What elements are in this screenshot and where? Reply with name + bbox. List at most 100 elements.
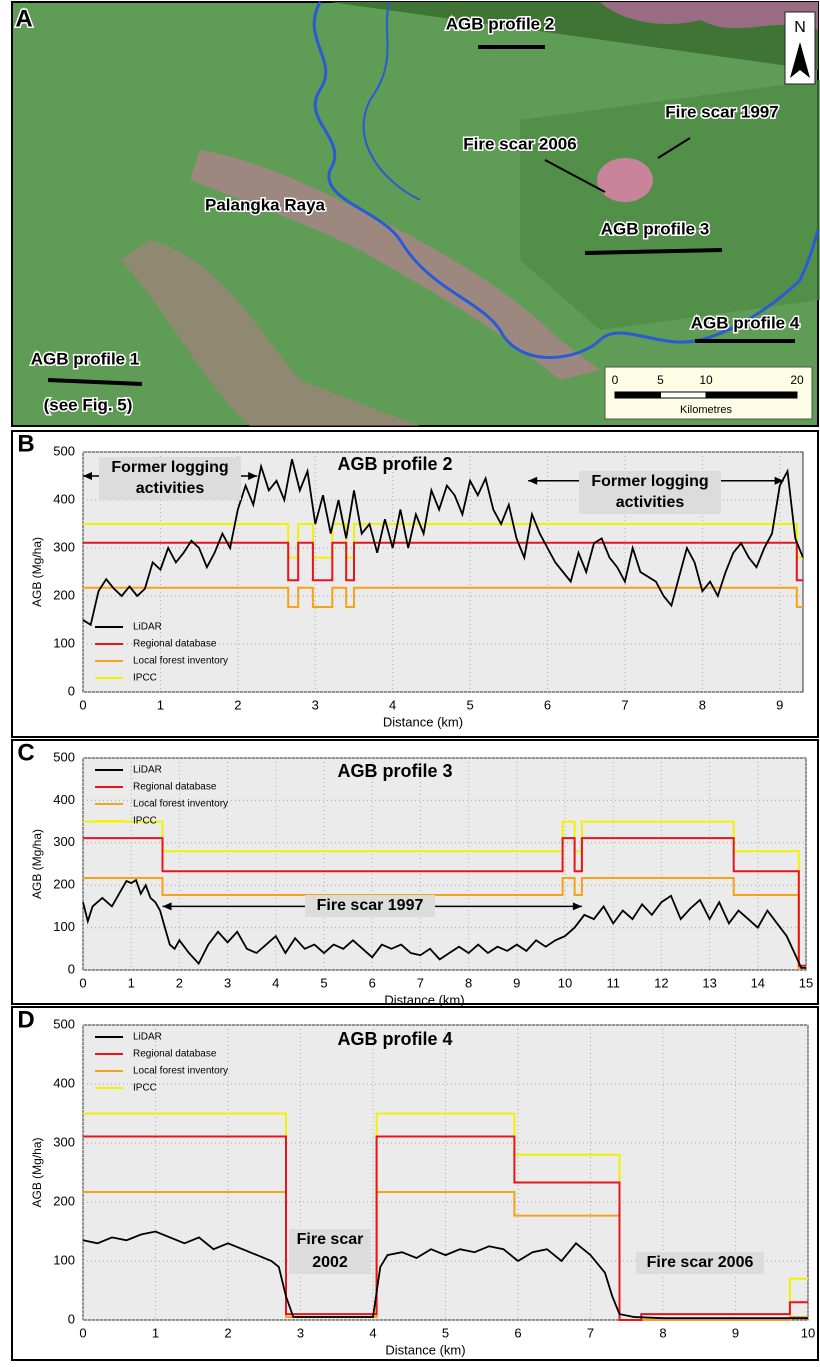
x-axis-label: Distance (km) bbox=[384, 992, 464, 1007]
x-tick-label: 1 bbox=[128, 975, 135, 990]
y-tick-label: 300 bbox=[53, 539, 75, 554]
annotation: Fire scar bbox=[297, 1231, 364, 1248]
map-label: Fire scar 1997 bbox=[665, 102, 778, 121]
x-tick-label: 4 bbox=[272, 975, 279, 990]
x-tick-label: 4 bbox=[369, 1325, 376, 1340]
x-tick-label: 6 bbox=[514, 1325, 521, 1340]
y-tick-label: 0 bbox=[68, 1311, 75, 1326]
legend-label: IPCC bbox=[133, 816, 157, 827]
x-tick-label: 6 bbox=[544, 697, 551, 712]
y-tick-label: 400 bbox=[53, 1075, 75, 1090]
x-tick-label: 7 bbox=[587, 1325, 594, 1340]
x-tick-label: 7 bbox=[621, 697, 628, 712]
scale-tick-label: 10 bbox=[699, 373, 713, 387]
legend-label: LiDAR bbox=[133, 622, 162, 633]
scale-segment bbox=[661, 392, 707, 398]
x-tick-label: 5 bbox=[320, 975, 327, 990]
x-axis-label: Distance (km) bbox=[383, 714, 463, 729]
y-axis-label: AGB (Mg/ha) bbox=[30, 537, 44, 607]
map-label: Fire scar 2006 bbox=[463, 134, 576, 153]
x-tick-label: 15 bbox=[799, 975, 813, 990]
annotation: Former logging bbox=[111, 459, 228, 476]
annotation: 2002 bbox=[312, 1254, 348, 1271]
x-tick-label: 8 bbox=[659, 1325, 666, 1340]
legend-label: IPCC bbox=[133, 673, 157, 684]
x-tick-label: 0 bbox=[79, 975, 86, 990]
y-tick-label: 0 bbox=[68, 683, 75, 698]
y-tick-label: 500 bbox=[53, 1016, 75, 1031]
x-tick-label: 12 bbox=[654, 975, 668, 990]
legend-label: IPCC bbox=[133, 1083, 157, 1094]
panel-label: D bbox=[17, 1006, 34, 1033]
annotation: Fire scar 2006 bbox=[647, 1254, 754, 1271]
panel-label: A bbox=[15, 5, 32, 32]
x-tick-label: 0 bbox=[79, 697, 86, 712]
x-tick-label: 8 bbox=[699, 697, 706, 712]
x-tick-label: 10 bbox=[558, 975, 572, 990]
y-tick-label: 100 bbox=[53, 919, 75, 934]
page: {"map":{"panel_label":"A","north":"N","l… bbox=[0, 0, 820, 1362]
scale-unit: Kilometres bbox=[680, 404, 732, 416]
x-tick-label: 7 bbox=[417, 975, 424, 990]
y-tick-label: 400 bbox=[53, 792, 75, 807]
annotation: Fire scar 1997 bbox=[317, 897, 424, 914]
map-fire-scar bbox=[597, 158, 653, 202]
x-tick-label: 10 bbox=[801, 1325, 815, 1340]
legend-label: Local forest inventory bbox=[133, 799, 228, 810]
y-tick-label: 400 bbox=[53, 491, 75, 506]
panel-label: C bbox=[17, 739, 34, 766]
map-label: (see Fig. 5) bbox=[44, 395, 133, 414]
figure: ANAGB profile 2Fire scar 1997Fire scar 2… bbox=[0, 0, 820, 1362]
x-tick-label: 1 bbox=[157, 697, 164, 712]
y-tick-label: 200 bbox=[53, 877, 75, 892]
legend-label: LiDAR bbox=[133, 765, 162, 776]
y-tick-label: 300 bbox=[53, 1134, 75, 1149]
map-label: AGB profile 1 bbox=[31, 349, 140, 368]
y-tick-label: 200 bbox=[53, 1193, 75, 1208]
y-tick-label: 500 bbox=[53, 749, 75, 764]
legend-label: Regional database bbox=[133, 1049, 217, 1060]
legend-label: Local forest inventory bbox=[133, 656, 228, 667]
y-axis-label: AGB (Mg/ha) bbox=[30, 1137, 44, 1207]
x-tick-label: 13 bbox=[702, 975, 716, 990]
x-tick-label: 9 bbox=[732, 1325, 739, 1340]
x-tick-label: 2 bbox=[176, 975, 183, 990]
scale-segment bbox=[615, 392, 661, 398]
map-label: AGB profile 2 bbox=[446, 14, 555, 33]
scale-tick-label: 0 bbox=[612, 373, 619, 387]
scale-tick-label: 5 bbox=[657, 373, 664, 387]
y-axis-label: AGB (Mg/ha) bbox=[30, 829, 44, 899]
x-tick-label: 5 bbox=[442, 1325, 449, 1340]
x-tick-label: 2 bbox=[234, 697, 241, 712]
x-tick-label: 14 bbox=[751, 975, 765, 990]
x-tick-label: 1 bbox=[152, 1325, 159, 1340]
x-tick-label: 2 bbox=[224, 1325, 231, 1340]
x-tick-label: 3 bbox=[224, 975, 231, 990]
x-tick-label: 3 bbox=[297, 1325, 304, 1340]
x-tick-label: 3 bbox=[312, 697, 319, 712]
annotation: activities bbox=[616, 494, 685, 511]
y-tick-label: 200 bbox=[53, 587, 75, 602]
chart-title: AGB profile 3 bbox=[337, 761, 452, 781]
map-label: Palangka Raya bbox=[205, 195, 326, 214]
x-tick-label: 9 bbox=[513, 975, 520, 990]
north-label: N bbox=[794, 19, 806, 36]
map-label: AGB profile 4 bbox=[691, 313, 800, 332]
x-tick-label: 5 bbox=[466, 697, 473, 712]
x-tick-label: 11 bbox=[606, 975, 620, 990]
chart-title: AGB profile 2 bbox=[337, 454, 452, 474]
x-tick-label: 0 bbox=[79, 1325, 86, 1340]
legend-label: Local forest inventory bbox=[133, 1066, 228, 1077]
y-tick-label: 100 bbox=[53, 1252, 75, 1267]
scale-segment bbox=[706, 392, 797, 398]
x-tick-label: 9 bbox=[776, 697, 783, 712]
y-tick-label: 100 bbox=[53, 635, 75, 650]
chart-title: AGB profile 4 bbox=[337, 1029, 452, 1049]
annotation: Former logging bbox=[591, 473, 708, 490]
panel-label: B bbox=[17, 430, 34, 457]
legend-label: LiDAR bbox=[133, 1032, 162, 1043]
annotation: activities bbox=[136, 480, 205, 497]
legend-label: Regional database bbox=[133, 782, 217, 793]
y-tick-label: 0 bbox=[68, 961, 75, 976]
legend-label: Regional database bbox=[133, 639, 217, 650]
